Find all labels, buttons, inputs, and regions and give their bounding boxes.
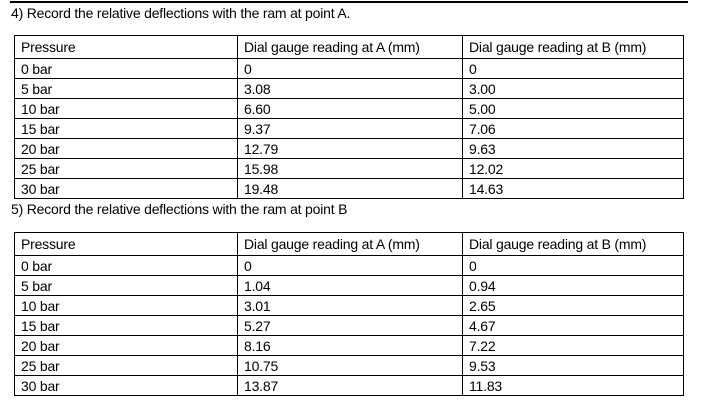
table-cell: 5 bar [14,78,238,99]
table-cell: 9.53 [462,355,684,376]
table-row: 30 bar 19.48 14.63 [14,178,684,199]
table-cell: 30 bar [14,178,238,199]
table-cell: 12.79 [237,138,463,159]
table-cell: 15.98 [237,158,463,179]
table-cell: 6.60 [237,98,463,119]
column-header: Dial gauge reading at B (mm) [462,232,684,256]
table-cell: 0 [237,255,463,276]
table-cell: 0 [462,58,684,79]
table-cell: 12.02 [462,158,684,179]
table-cell: 25 bar [14,158,238,179]
section-4-heading: 4) Record the relative deflections with … [11,5,351,21]
table-cell: 0.94 [462,275,684,296]
table-row: 5 bar 1.04 0.94 [14,275,684,296]
table-header-row: Pressure Dial gauge reading at A (mm) Dial… [14,35,684,59]
column-header: Dial gauge reading at A (mm) [237,232,463,256]
table-cell: 3.08 [237,78,463,99]
table-row: 25 bar 15.98 12.02 [14,158,684,179]
column-header: Dial gauge reading at A (mm) [237,35,463,59]
table-cell: 1.04 [237,275,463,296]
table-cell: 8.16 [237,335,463,356]
table-cell: 10 bar [14,98,238,119]
table-row: 0 bar 0 0 [14,58,684,79]
section-5-heading: 5) Record the relative deflections with … [11,201,348,217]
table-cell: 2.65 [462,295,684,316]
table-cell: 30 bar [14,375,238,396]
table-cell: 0 [462,255,684,276]
column-header: Pressure [14,232,238,256]
table-cell: 9.37 [237,118,463,139]
table-cell: 25 bar [14,355,238,376]
table-cell: 14.63 [462,178,684,199]
table-row: 15 bar 5.27 4.67 [14,315,684,336]
table-row: 25 bar 10.75 9.53 [14,355,684,376]
table-cell: 7.22 [462,335,684,356]
table-cell: 20 bar [14,138,238,159]
table-cell: 3.00 [462,78,684,99]
deflection-table-ram-at-a: Pressure Dial gauge reading at A (mm) Dial… [14,35,684,199]
table-cell: 11.83 [462,375,684,396]
deflection-table-ram-at-b: Pressure Dial gauge reading at A (mm) Dial… [14,232,684,396]
table-cell: 3.01 [237,295,463,316]
table-cell: 13.87 [237,375,463,396]
column-header: Pressure [14,35,238,59]
table-cell: 10.75 [237,355,463,376]
table-header-row: Pressure Dial gauge reading at A (mm) Dial… [14,232,684,256]
table-cell: 0 bar [14,255,238,276]
table-cell: 20 bar [14,335,238,356]
table-cell: 5 bar [14,275,238,296]
table-cell: 4.67 [462,315,684,336]
table-row: 10 bar 3.01 2.65 [14,295,684,316]
table-cell: 15 bar [14,118,238,139]
table-row: 15 bar 9.37 7.06 [14,118,684,139]
table-row: 5 bar 3.08 3.00 [14,78,684,99]
table-cell: 7.06 [462,118,684,139]
table-cell: 19.48 [237,178,463,199]
table-row: 20 bar 12.79 9.63 [14,138,684,159]
table-cell: 9.63 [462,138,684,159]
table-cell: 0 [237,58,463,79]
table-cell: 5.00 [462,98,684,119]
table-row: 30 bar 13.87 11.83 [14,375,684,396]
table-cell: 5.27 [237,315,463,336]
table-row: 0 bar 0 0 [14,255,684,276]
table-row: 20 bar 8.16 7.22 [14,335,684,356]
table-row: 10 bar 6.60 5.00 [14,98,684,119]
table-cell: 0 bar [14,58,238,79]
table-cell: 15 bar [14,315,238,336]
column-header: Dial gauge reading at B (mm) [462,35,684,59]
top-horizontal-rule [10,1,688,3]
table-cell: 10 bar [14,295,238,316]
